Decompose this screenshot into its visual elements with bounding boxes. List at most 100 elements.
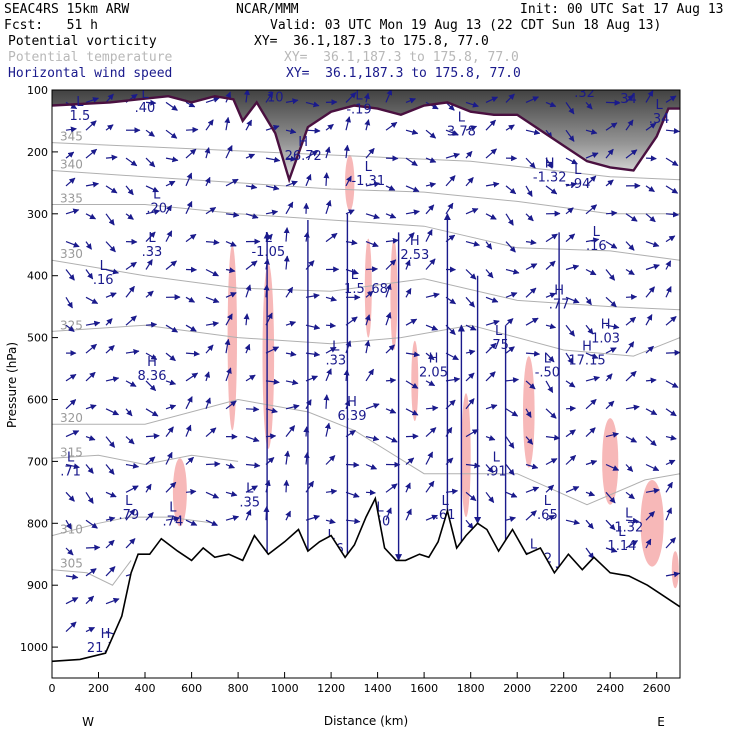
wind-vector: [565, 264, 580, 271]
wind-vector: [385, 312, 392, 326]
wind-vector: [125, 508, 136, 521]
extremum-value: -1.05: [251, 245, 285, 260]
wind-vector: [165, 324, 179, 333]
wind-vector: [125, 408, 133, 417]
theta-isentrope: [52, 398, 680, 506]
wind-vector: [585, 324, 594, 335]
x-axis-label: Distance (km): [324, 714, 408, 728]
extremum-value: 10: [267, 90, 284, 105]
wind-vector: [405, 408, 419, 416]
wind-vector: [385, 408, 397, 414]
wind-vector: [625, 464, 634, 472]
wind-vector: [305, 173, 312, 187]
wind-vector: [645, 213, 656, 223]
extremum-value: -1.31: [351, 174, 385, 189]
wind-vector: [585, 398, 597, 410]
wind-vector: [445, 101, 455, 111]
wind-vector: [645, 487, 660, 494]
wind-vector: [525, 263, 538, 271]
wind-vector: [525, 317, 539, 326]
wind-vector: [65, 324, 75, 332]
wind-speed-region: [262, 263, 275, 449]
theta-label: 325: [60, 318, 83, 332]
extremum-value: 8.36: [138, 369, 167, 384]
wind-vector: [165, 515, 180, 522]
wind-vector: [65, 373, 77, 382]
extremum-marker: H: [347, 395, 357, 410]
extremum-marker: L: [376, 500, 384, 515]
wind-vector: [145, 231, 156, 243]
wind-vector: [485, 241, 493, 250]
wind-vector: [165, 180, 176, 187]
wind-vector: [585, 547, 595, 559]
extremum-marker: L: [125, 494, 133, 509]
wind-vector: [243, 90, 250, 103]
wind-vector: [65, 296, 73, 309]
wind-vector: [185, 396, 193, 410]
wind-vector: [205, 427, 217, 438]
wind-vector: [303, 426, 310, 437]
wind-vector: [605, 179, 614, 187]
wind-vector: [285, 98, 299, 105]
wind-vector: [105, 491, 117, 498]
extremum-value: .20: [146, 202, 167, 217]
extremum-value: .34: [616, 92, 637, 107]
wind-vector: [85, 213, 97, 220]
wind-vector: [505, 318, 514, 326]
wind-vector: [185, 148, 197, 159]
extremum-marker: H: [545, 157, 555, 172]
theta-isentrope: [52, 454, 239, 466]
wind-vector: [165, 204, 173, 215]
wind-vector: [605, 400, 615, 410]
wind-vector: [65, 126, 77, 133]
x-endpoint-east: E: [657, 715, 665, 729]
wind-vector: [204, 371, 211, 382]
wind-vector: [283, 255, 290, 270]
y-tick-label: 800: [27, 517, 48, 530]
wind-vector: [665, 434, 677, 441]
wind-vector: [425, 258, 436, 270]
wind-vector: [105, 292, 117, 298]
wind-vector: [485, 404, 498, 410]
wind-vector: [645, 511, 655, 521]
wind-vector: [625, 517, 639, 524]
wind-vector: [145, 185, 159, 193]
wind-vector: [224, 338, 231, 354]
wind-vector: [565, 486, 580, 493]
theta-label: 330: [60, 247, 83, 261]
extremum-value: .35: [239, 496, 260, 511]
wind-vector: [505, 516, 516, 522]
extremum-marker: H: [298, 135, 308, 150]
wind-vector: [345, 92, 357, 103]
extremum-value: .68: [367, 282, 388, 297]
wind-vector: [525, 157, 536, 169]
y-tick-label: 1000: [20, 641, 48, 654]
wind-vector: [365, 435, 380, 442]
wind-vector: [485, 342, 497, 354]
wind-vector: [465, 101, 479, 108]
extremum-marker: L: [623, 78, 631, 93]
wind-vector: [465, 269, 477, 280]
wind-vector: [185, 172, 193, 187]
wind-vector: [585, 128, 598, 135]
wind-vector: [205, 461, 221, 468]
field-name-pv: Potential vorticity: [8, 34, 157, 49]
wind-vector: [645, 436, 657, 447]
wind-vector: [625, 149, 638, 159]
x-tick-label: 2000: [503, 682, 531, 695]
wind-vector: [345, 175, 352, 187]
extremum-value: 1.03: [591, 332, 620, 347]
wind-vector: [265, 407, 278, 414]
wind-vector: [345, 209, 355, 215]
wind-vector: [145, 456, 156, 465]
wind-vector: [425, 229, 433, 242]
wind-vector: [225, 292, 237, 298]
wind-vector: [425, 204, 435, 215]
wind-vector: [645, 241, 660, 248]
wind-vector: [205, 491, 220, 499]
wind-vector: [485, 296, 499, 303]
theta-label: 305: [60, 557, 83, 571]
wind-vector: [285, 320, 297, 327]
wind-vector: [145, 157, 156, 168]
wind-vector: [245, 462, 261, 469]
